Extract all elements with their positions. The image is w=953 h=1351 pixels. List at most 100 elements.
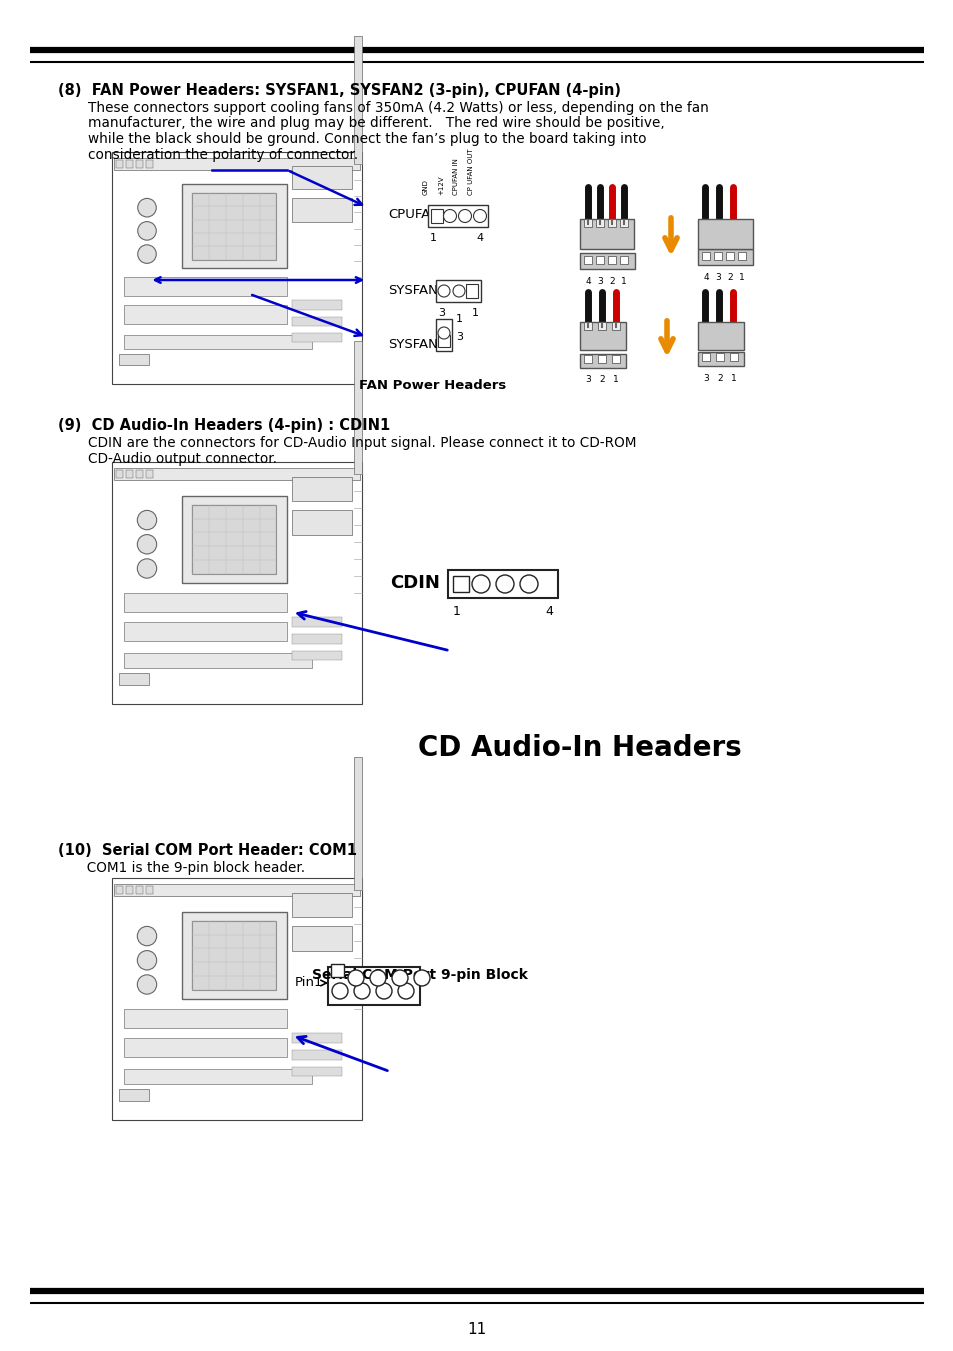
Circle shape <box>392 970 408 986</box>
Bar <box>292 927 352 951</box>
Circle shape <box>137 927 156 946</box>
Circle shape <box>414 970 430 986</box>
Circle shape <box>519 576 537 593</box>
Text: 1: 1 <box>472 308 478 317</box>
Bar <box>579 322 625 350</box>
Bar <box>607 255 616 263</box>
Circle shape <box>332 984 348 998</box>
Bar <box>596 255 603 263</box>
Bar <box>125 593 287 612</box>
Bar <box>125 305 287 324</box>
Bar <box>126 886 132 894</box>
Text: 2: 2 <box>717 374 722 382</box>
Text: manufacturer, the wire and plug may be different.   The red wire should be posit: manufacturer, the wire and plug may be d… <box>88 116 664 131</box>
Bar <box>292 1050 341 1059</box>
Bar <box>328 967 419 1005</box>
Text: 3: 3 <box>437 308 444 317</box>
Text: 3: 3 <box>584 376 590 384</box>
Text: CPUFAN IN: CPUFAN IN <box>453 158 458 195</box>
Bar <box>125 1009 287 1028</box>
Bar <box>437 335 450 347</box>
Text: 4: 4 <box>584 277 590 286</box>
Bar <box>126 159 132 168</box>
Text: Pin1: Pin1 <box>294 977 323 989</box>
Bar <box>193 504 276 574</box>
Bar <box>701 253 709 259</box>
Text: 1: 1 <box>613 376 618 384</box>
Text: CPUFAN: CPUFAN <box>388 208 439 222</box>
Bar <box>292 332 341 342</box>
Text: while the black should be ground. Connect the fan’s plug to the board taking int: while the black should be ground. Connec… <box>88 132 646 146</box>
Bar <box>146 470 152 478</box>
Bar <box>713 253 721 259</box>
Circle shape <box>437 285 450 297</box>
Text: These connectors support cooling fans of 350mA (4.2 Watts) or less, depending on: These connectors support cooling fans of… <box>88 101 708 115</box>
Circle shape <box>397 984 414 998</box>
Bar <box>193 920 276 990</box>
Bar <box>583 322 592 330</box>
Bar <box>146 159 152 168</box>
Bar <box>182 912 287 998</box>
Bar <box>182 185 287 267</box>
Bar <box>354 757 361 890</box>
Bar <box>292 1067 341 1077</box>
Bar <box>292 617 341 627</box>
Bar <box>112 462 361 704</box>
Bar <box>146 886 152 894</box>
Circle shape <box>375 984 392 998</box>
Bar <box>193 193 276 259</box>
Circle shape <box>137 199 156 218</box>
Bar <box>126 470 132 478</box>
Bar <box>596 219 603 227</box>
Bar <box>698 219 752 249</box>
Text: 11: 11 <box>467 1323 486 1337</box>
Circle shape <box>137 951 156 970</box>
Bar <box>725 253 733 259</box>
Bar <box>116 470 123 478</box>
Text: Serial COM Port 9-pin Block: Serial COM Port 9-pin Block <box>312 969 527 982</box>
Circle shape <box>473 209 486 223</box>
Bar <box>112 153 361 384</box>
Bar <box>125 1069 312 1084</box>
Text: CP UFAN OUT: CP UFAN OUT <box>468 149 474 195</box>
Text: 4: 4 <box>702 273 708 282</box>
Bar <box>583 255 592 263</box>
Bar <box>612 322 619 330</box>
Circle shape <box>354 984 370 998</box>
Bar <box>125 277 287 296</box>
Bar <box>113 467 359 480</box>
Text: 1: 1 <box>453 605 460 617</box>
Text: 2: 2 <box>609 277 614 286</box>
Circle shape <box>137 535 156 554</box>
Bar <box>119 354 150 365</box>
Bar <box>292 300 341 309</box>
Text: CDIN are the connectors for CD-Audio Input signal. Please connect it to CD-ROM: CDIN are the connectors for CD-Audio Inp… <box>88 436 636 450</box>
Circle shape <box>458 209 471 223</box>
Bar <box>292 477 352 501</box>
Text: 3: 3 <box>456 332 462 342</box>
Text: CD Audio-In Headers: CD Audio-In Headers <box>417 734 741 762</box>
Bar <box>119 673 150 685</box>
Text: 1: 1 <box>730 374 736 382</box>
Circle shape <box>437 327 450 339</box>
Text: SYSFAN1: SYSFAN1 <box>388 339 446 351</box>
Bar <box>136 886 143 894</box>
Bar <box>136 159 143 168</box>
Text: 1: 1 <box>456 313 462 324</box>
Text: 1: 1 <box>620 277 626 286</box>
Text: (8)  FAN Power Headers: SYSFAN1, SYSFAN2 (3-pin), CPUFAN (4-pin): (8) FAN Power Headers: SYSFAN1, SYSFAN2 … <box>58 82 620 99</box>
Bar <box>579 219 634 249</box>
Text: (9)  CD Audio-In Headers (4-pin) : CDIN1: (9) CD Audio-In Headers (4-pin) : CDIN1 <box>58 417 390 434</box>
Text: +12V: +12V <box>437 176 443 195</box>
Bar <box>125 653 312 667</box>
Circle shape <box>137 245 156 263</box>
Bar <box>453 576 469 592</box>
Text: 3: 3 <box>597 277 602 286</box>
Bar <box>119 1089 150 1101</box>
Bar <box>113 884 359 896</box>
Circle shape <box>453 285 464 297</box>
Bar <box>116 886 123 894</box>
Circle shape <box>348 970 364 986</box>
Circle shape <box>137 511 156 530</box>
Circle shape <box>472 576 490 593</box>
